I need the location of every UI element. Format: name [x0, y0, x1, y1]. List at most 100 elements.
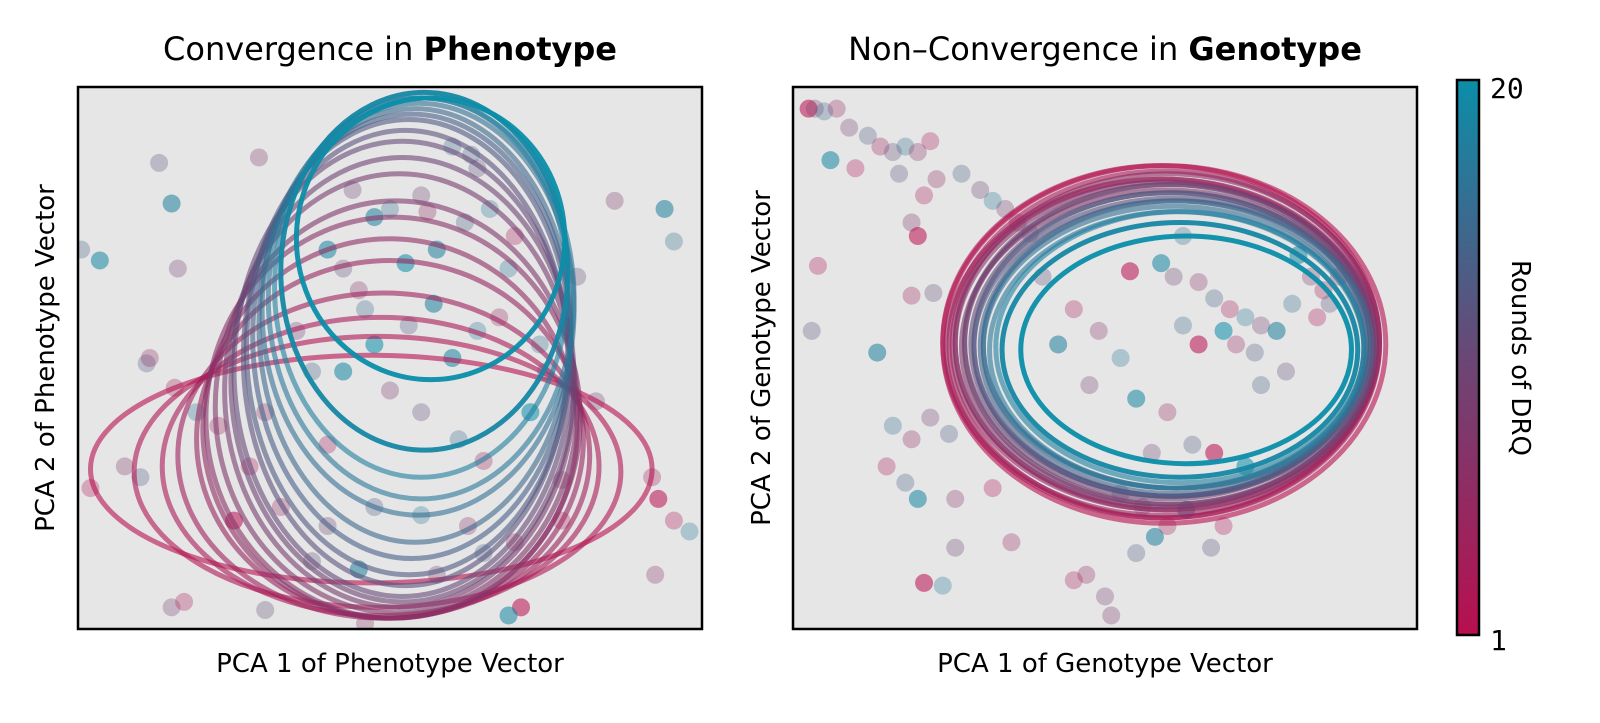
data-point [1120, 262, 1139, 281]
x-axis-label: PCA 1 of Genotype Vector [937, 649, 1273, 679]
data-point [256, 601, 275, 620]
data-point [1077, 565, 1096, 584]
round-ellipse-20 [293, 95, 568, 383]
panel-phenotype: Convergence in Phenotype PCA 1 of Phenot… [31, 30, 704, 679]
data-point [921, 408, 940, 427]
data-point [1283, 294, 1302, 313]
round-ellipse-19 [278, 89, 571, 453]
data-point [140, 349, 159, 367]
data-point [802, 321, 821, 340]
data-point [1252, 316, 1270, 335]
data-point [1158, 403, 1177, 422]
data-point [883, 143, 902, 162]
round-ellipse-19 [999, 220, 1361, 480]
data-point [90, 251, 109, 270]
data-point [902, 286, 921, 305]
data-point [412, 403, 431, 422]
data-point [908, 143, 927, 162]
data-point [896, 137, 915, 156]
data-point [983, 191, 1002, 210]
plot-frame [76, 85, 704, 631]
data-point [983, 479, 1002, 498]
colorbar-label: Rounds of DRQ [1505, 260, 1535, 456]
round-ellipse-20 [1018, 233, 1354, 467]
plot-marks [78, 89, 699, 629]
round-ellipse-10 [228, 154, 577, 605]
data-point [334, 362, 353, 381]
data-point [168, 259, 187, 278]
data-point [1205, 443, 1224, 462]
data-point [1267, 321, 1286, 340]
colorbar: 20 1 Rounds of DRQ [1455, 72, 1535, 657]
data-point [1064, 571, 1083, 590]
data-point [971, 180, 990, 199]
data-point [840, 118, 859, 137]
data-point [846, 159, 865, 178]
data-point [1183, 435, 1202, 454]
data-point [1111, 349, 1130, 367]
data-point [1205, 289, 1224, 308]
data-point [883, 416, 902, 435]
data-point [137, 354, 156, 373]
data-point [952, 164, 971, 183]
data-point [1089, 321, 1108, 340]
data-point [249, 148, 268, 167]
data-point [1127, 544, 1146, 563]
data-point [799, 99, 818, 118]
data-point [890, 164, 909, 183]
data-point [1308, 308, 1327, 327]
data-point [933, 576, 952, 595]
data-point [808, 256, 827, 275]
data-point [868, 343, 887, 362]
data-point [1202, 538, 1221, 557]
data-point [530, 335, 549, 354]
colorbar-tick-max: 20 [1490, 72, 1524, 105]
data-point [1142, 443, 1161, 462]
chart-title: Non–Convergence in Genotype [848, 30, 1362, 68]
data-point [1096, 587, 1114, 606]
plot-marks [799, 99, 1389, 625]
colorbar-gradient [1455, 78, 1481, 637]
data-point [162, 598, 181, 617]
data-point [915, 573, 934, 592]
data-point [1145, 527, 1164, 546]
data-point [381, 199, 399, 218]
data-point [815, 102, 834, 121]
data-point [664, 511, 683, 530]
data-point [655, 199, 674, 218]
data-point [78, 240, 91, 259]
data-point [1164, 267, 1183, 286]
data-point [1220, 300, 1239, 319]
data-point [908, 489, 927, 508]
x-axis-label: PCA 1 of Phenotype Vector [216, 649, 564, 679]
data-point [1214, 321, 1233, 340]
data-point [1276, 362, 1295, 381]
data-point [821, 151, 840, 170]
data-point [1102, 606, 1121, 625]
data-point [1214, 517, 1233, 536]
plot-area [793, 87, 1417, 629]
data-point [908, 227, 927, 246]
data-point [356, 300, 375, 319]
data-point [1049, 335, 1068, 354]
data-point [1080, 376, 1099, 395]
data-point [940, 424, 958, 443]
data-point [896, 473, 915, 492]
data-point [805, 99, 824, 118]
data-point [1245, 343, 1264, 362]
data-point [115, 457, 134, 476]
data-point [827, 99, 846, 118]
data-point [646, 565, 665, 584]
data-point [946, 538, 965, 557]
data-point [365, 335, 384, 354]
data-point [877, 457, 896, 476]
colorbar-tick-min: 1 [1490, 624, 1507, 657]
data-point [1236, 308, 1255, 327]
data-point [381, 381, 399, 400]
data-point [1174, 316, 1192, 335]
data-point [858, 126, 877, 145]
data-point [150, 153, 169, 172]
data-point [649, 489, 668, 508]
data-point [902, 213, 921, 232]
